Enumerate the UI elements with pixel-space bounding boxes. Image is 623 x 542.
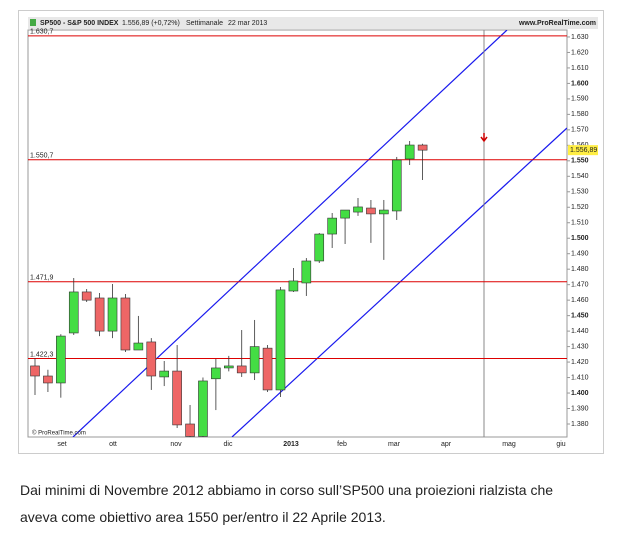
source: www.ProRealTime.com <box>518 20 596 27</box>
y-tick-label: 1.580 <box>571 111 589 118</box>
candle-body <box>262 347 273 391</box>
x-tick-label: ott <box>109 441 117 448</box>
candles <box>30 141 428 437</box>
y-tick-label: 1.590 <box>571 96 589 103</box>
candle-body <box>43 375 53 384</box>
candle-body <box>81 291 92 301</box>
y-tick-label: 1.610 <box>571 65 589 72</box>
y-tick-label: 1.500 <box>571 235 589 242</box>
candle-body <box>340 209 350 219</box>
copyright: © ProRealTime.com <box>32 430 86 437</box>
y-tick-label: 1.490 <box>571 251 589 258</box>
candle-body <box>236 365 247 374</box>
x-tick-label: mag <box>502 441 516 448</box>
y-tick-label: 1.630 <box>571 34 589 41</box>
y-tick-label: 1.460 <box>571 297 589 304</box>
x-tick-label: nov <box>170 441 182 448</box>
candle-body <box>56 335 66 384</box>
y-tick-label: 1.420 <box>571 359 589 366</box>
y-tick-label: 1.520 <box>571 204 589 211</box>
x-tick-label: giu <box>556 441 565 448</box>
candle-body <box>314 233 325 262</box>
y-tick-label: 1.480 <box>571 266 589 273</box>
candle-body <box>404 144 415 160</box>
y-tick-label: 1.540 <box>571 173 589 180</box>
y-tick-label: 1.390 <box>571 405 589 412</box>
candle-body <box>417 144 428 151</box>
plot-area <box>27 29 568 438</box>
y-tick-label: 1.380 <box>571 421 589 428</box>
y-tick-label: 1.400 <box>571 390 589 397</box>
candle-body <box>68 291 79 334</box>
header-icon <box>30 19 36 26</box>
candle-body <box>107 297 118 332</box>
last-price-box <box>568 145 598 156</box>
level-label: 1.422,3 <box>30 351 53 358</box>
candle-body <box>249 346 260 374</box>
x-tick-label: feb <box>337 441 347 448</box>
period: Settimanale <box>186 20 223 27</box>
candle-body <box>94 297 105 332</box>
candle-body <box>275 289 286 391</box>
candle-body <box>159 370 169 378</box>
y-tick-label: 1.550 <box>571 158 589 165</box>
candle-body <box>211 367 221 380</box>
x-tick-label: apr <box>441 441 452 448</box>
level-label: 1.630,7 <box>30 29 53 36</box>
candle-body <box>379 209 389 215</box>
candle-body <box>301 260 312 284</box>
x-tick-label: 2013 <box>283 441 299 448</box>
candle-body <box>288 280 299 292</box>
channel-lower <box>231 127 567 437</box>
y-tick-label: 1.450 <box>571 312 589 319</box>
chart-subtitle: 1.556,89 (+0,72%) <box>122 20 180 27</box>
header-bar <box>28 17 598 29</box>
last-price-label: 1.556,89 <box>570 147 597 154</box>
y-tick-label: 1.510 <box>571 220 589 227</box>
candle-body <box>120 297 131 351</box>
chart-title: SP500 - S&P 500 INDEX <box>40 20 119 27</box>
date: 22 mar 2013 <box>228 20 267 27</box>
y-tick-label: 1.620 <box>571 49 589 56</box>
caption-line: aveva come obiettivo area 1550 per/entro… <box>20 509 386 525</box>
candle-body <box>224 365 234 369</box>
y-tick-label: 1.440 <box>571 328 589 335</box>
y-tick-label: 1.430 <box>571 343 589 350</box>
candle-body <box>146 341 157 377</box>
y-tick-label: 1.570 <box>571 127 589 134</box>
y-tick-label: 1.530 <box>571 189 589 196</box>
caption-line: Dai minimi di Novembre 2012 abbiamo in c… <box>20 482 554 498</box>
y-tick-label: 1.410 <box>571 374 589 381</box>
candle-body <box>327 217 337 235</box>
candle-body <box>353 206 363 213</box>
candle-body <box>391 159 402 212</box>
y-tick-label: 1.600 <box>571 80 589 87</box>
level-label: 1.550,7 <box>30 153 53 160</box>
candle-body <box>198 380 208 437</box>
x-tick-label: set <box>57 441 66 448</box>
date-marker-arrow <box>480 133 488 143</box>
y-tick-label: 1.470 <box>571 282 589 289</box>
candle-body <box>366 207 376 215</box>
x-tick-label: mar <box>388 441 401 448</box>
candle-body <box>172 370 182 426</box>
level-label: 1.471,9 <box>30 275 53 282</box>
candle-body <box>30 365 40 377</box>
x-tick-label: dic <box>224 441 233 448</box>
candle-body <box>185 423 195 437</box>
candle-body <box>133 342 144 351</box>
channel-upper <box>72 30 508 437</box>
chart: SP500 - S&P 500 INDEX 1.556,89 (+0,72%) … <box>18 10 604 454</box>
